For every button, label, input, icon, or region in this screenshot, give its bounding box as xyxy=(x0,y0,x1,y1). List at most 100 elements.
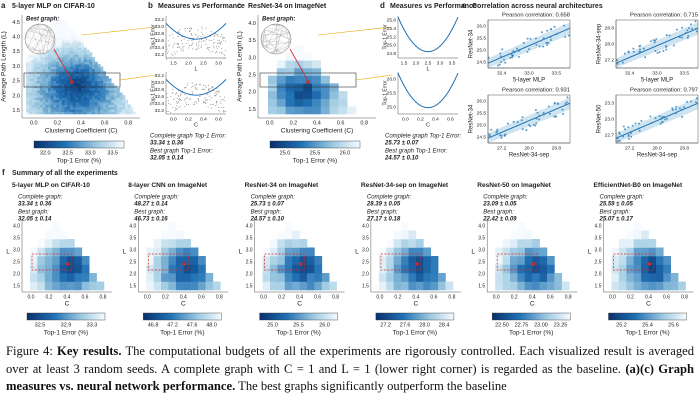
heatmap-cell xyxy=(108,78,112,82)
scatter-dot xyxy=(694,20,697,23)
heatmap-cell xyxy=(89,281,97,291)
heatmap-cell xyxy=(633,247,642,257)
y-axis-label: Top-1 Error xyxy=(382,24,388,49)
heatmap-cell xyxy=(78,64,82,67)
heatmap-cell xyxy=(92,59,96,63)
heatmap-cell xyxy=(67,83,71,86)
scatter-dot xyxy=(214,41,216,43)
panel-title: Measures vs Performance xyxy=(158,3,245,10)
heatmap-cell xyxy=(495,273,503,282)
x-tick-label: 2.0 xyxy=(185,60,192,66)
heatmap-cell xyxy=(270,256,278,265)
heatmap-cell xyxy=(50,97,54,101)
heatmap-cell xyxy=(119,97,123,101)
heatmap-cell xyxy=(198,256,206,265)
heatmap-cell xyxy=(89,109,93,112)
heatmap-cell xyxy=(111,104,115,108)
heatmap-cell xyxy=(50,54,54,58)
panel-title: ResNet-34 on ImageNet xyxy=(248,3,327,10)
heatmap-cell xyxy=(37,90,41,93)
heatmap-cell xyxy=(53,59,57,63)
scatter-dot xyxy=(195,34,197,36)
heatmap-cell xyxy=(438,273,446,282)
scatter-dot xyxy=(178,101,180,103)
heatmap-cell xyxy=(53,23,57,27)
heatmap-cell xyxy=(81,106,85,110)
heatmap-cell xyxy=(61,73,65,77)
scatter-dot xyxy=(665,117,668,120)
heatmap-cell xyxy=(277,247,286,257)
heatmap-cell xyxy=(89,102,93,105)
heatmap-cell xyxy=(59,230,68,240)
heatmap-cell xyxy=(161,230,169,240)
scatter-dot xyxy=(218,42,220,44)
heatmap-cell xyxy=(105,102,109,105)
heatmap-cell xyxy=(678,281,686,291)
heatmap-cell xyxy=(56,52,60,55)
heatmap-cell xyxy=(70,40,74,44)
heatmap-cell xyxy=(321,273,330,282)
scatter-dot xyxy=(196,44,198,46)
heatmap-cell xyxy=(92,97,96,101)
heatmap-cell xyxy=(130,109,134,112)
scatter-dot xyxy=(190,27,192,29)
graph-edge xyxy=(29,49,50,51)
heatmap-cell xyxy=(59,97,63,101)
scatter-dot xyxy=(173,51,175,53)
heatmap-cell xyxy=(37,99,41,103)
heatmap-cell xyxy=(277,239,286,248)
heatmap-cell xyxy=(72,30,76,34)
scatter-dot xyxy=(675,105,678,108)
colorbar-label: Top-1 Error (%) xyxy=(393,330,437,337)
heatmap-cell xyxy=(59,21,63,25)
heatmap-cell xyxy=(94,95,98,98)
scatter-dot xyxy=(683,106,686,109)
y-tick-label: 3.0 xyxy=(129,247,136,253)
heatmap-cell xyxy=(72,111,76,115)
scatter-dot xyxy=(168,102,170,104)
heatmap-cell xyxy=(67,47,71,51)
fit-curve xyxy=(397,72,459,109)
heatmap-cell xyxy=(108,95,112,98)
colorbar-label: Top-1 Error (%) xyxy=(160,330,204,337)
heatmap-cell xyxy=(83,47,87,51)
scatter-dot xyxy=(181,89,183,91)
heatmap-cell xyxy=(502,273,511,282)
y-tick-label: 33.2 xyxy=(155,17,165,23)
scatter-dot xyxy=(529,125,532,128)
heatmap-cell xyxy=(161,247,169,257)
scatter-dot xyxy=(187,40,189,42)
fit-line xyxy=(615,27,699,64)
annotation: Complete graph: xyxy=(134,195,179,201)
heatmap-cell xyxy=(48,76,52,79)
scatter-dot xyxy=(653,41,656,44)
heatmap-cell xyxy=(42,78,46,82)
x-tick-label: 0.4 xyxy=(77,120,85,126)
y-axis-label: ResNet-34 xyxy=(469,104,475,133)
heatmap-cell xyxy=(161,239,169,248)
graph-edge xyxy=(261,32,290,44)
scatter-dot xyxy=(545,44,548,47)
scatter-dot xyxy=(184,86,186,88)
heatmap-cell xyxy=(37,59,41,63)
heatmap-cell xyxy=(53,26,57,29)
scatter-dot xyxy=(678,107,681,110)
heatmap-cell xyxy=(633,273,642,282)
heatmap-cell xyxy=(75,68,79,72)
heatmap-cell xyxy=(108,102,112,105)
heatmap-cell xyxy=(67,76,71,79)
heatmap-cell xyxy=(86,87,90,91)
heatmap-cell xyxy=(30,281,38,291)
heatmap-cell xyxy=(39,59,43,63)
heatmap-cell xyxy=(114,90,118,93)
scatter-dot xyxy=(662,49,665,52)
heatmap-cell xyxy=(44,281,53,291)
colorbar-tick-label: 33.0 xyxy=(85,150,96,156)
heatmap-cell xyxy=(31,68,35,72)
heatmap-cell xyxy=(30,273,38,282)
heatmap-cell xyxy=(59,42,63,46)
heatmap-cell xyxy=(37,273,46,282)
heatmap-cell xyxy=(61,78,65,82)
heatmap-cell xyxy=(56,80,60,84)
heatmap-cell xyxy=(39,66,43,70)
